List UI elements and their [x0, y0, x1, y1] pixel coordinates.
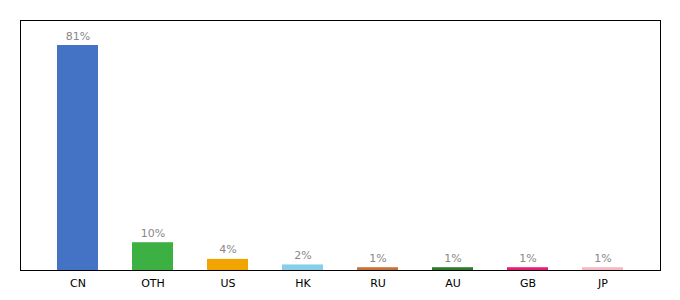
svg-text:4%: 4% [219, 243, 236, 256]
svg-text:10%: 10% [141, 227, 165, 240]
svg-text:OTH: OTH [141, 277, 165, 290]
svg-text:2%: 2% [294, 249, 311, 262]
svg-text:1%: 1% [369, 252, 386, 265]
svg-text:1%: 1% [444, 252, 461, 265]
svg-text:GB: GB [520, 277, 536, 290]
svg-text:JP: JP [597, 277, 608, 290]
svg-text:CN: CN [70, 277, 86, 290]
svg-text:AU: AU [445, 277, 461, 290]
svg-text:HK: HK [295, 277, 311, 290]
svg-text:RU: RU [370, 277, 386, 290]
svg-text:1%: 1% [594, 252, 611, 265]
svg-text:1%: 1% [519, 252, 536, 265]
svg-text:81%: 81% [66, 30, 90, 43]
svg-text:US: US [220, 277, 235, 290]
